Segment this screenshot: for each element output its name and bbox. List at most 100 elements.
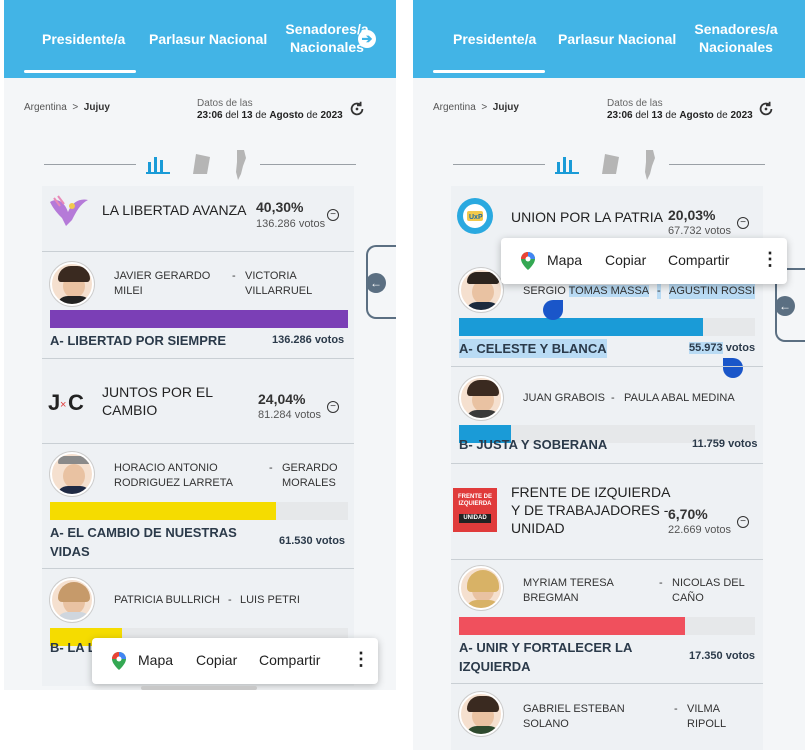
party-votes: 22.669 votos (668, 524, 731, 536)
tab-parlasur[interactable]: Parlasur Nacional (558, 31, 677, 47)
party-percentage: 6,70% (668, 506, 708, 522)
more-vert-icon[interactable]: ⋮ (761, 249, 779, 269)
breadcrumb-country[interactable]: Argentina (433, 102, 476, 113)
vote-bar-fill (459, 425, 511, 443)
vote-bar (459, 425, 755, 443)
tab-senadores[interactable]: Senadores/a Nacionales (282, 20, 372, 56)
dash: - (674, 703, 678, 715)
menu-compartir[interactable]: Compartir (668, 252, 730, 268)
breadcrumb-separator: > (481, 102, 488, 113)
divider (453, 164, 545, 165)
party-percentage: 20,03% (668, 207, 716, 223)
view-switcher (44, 150, 356, 180)
divider (451, 683, 763, 684)
maps-pin-icon (521, 252, 535, 270)
candidate-photo (459, 566, 503, 610)
more-vert-icon[interactable]: ⋮ (352, 649, 370, 669)
list-votes: 17.350 votos (689, 650, 756, 662)
collapse-icon[interactable]: − (737, 516, 749, 528)
arrow-right-icon[interactable]: ➔ (358, 30, 376, 48)
party-votes: 81.284 votos (258, 409, 321, 421)
tab-presidente[interactable]: Presidente/a (453, 31, 537, 47)
candidate-president: SERGIO TOMAS MASSA (523, 285, 650, 297)
party-percentage: 24,04% (258, 391, 306, 407)
divider (260, 164, 356, 165)
active-tab-indicator (24, 70, 136, 73)
active-tab-indicator (433, 70, 545, 73)
menu-copiar[interactable]: Copiar (605, 252, 647, 268)
list-name: A- CELESTE Y BLANCA (459, 339, 607, 358)
tab-senadores[interactable]: Senadores/a Nacionales (691, 20, 781, 56)
menu-copiar[interactable]: Copiar (196, 652, 238, 668)
candidate-president: JAVIER GERARDO MILEI (114, 270, 211, 297)
vote-bar (459, 617, 755, 635)
candidate-photo (50, 262, 94, 306)
collapse-icon[interactable]: − (737, 217, 749, 229)
divider (42, 443, 354, 444)
candidate-president: JUAN GRABOIS (523, 392, 605, 404)
collapse-icon[interactable]: − (327, 209, 339, 221)
arrow-left-icon[interactable]: ← (775, 296, 795, 316)
ballot-box-icon[interactable] (190, 152, 216, 174)
tab-senadores-line2: Nacionales (290, 39, 364, 55)
menu-compartir[interactable]: Compartir (259, 652, 321, 668)
side-panel-tab[interactable]: ← (366, 245, 396, 319)
divider (669, 164, 765, 165)
tab-senadores-line1: Senadores/a (694, 21, 778, 37)
candidate-photo (50, 452, 94, 496)
refresh-icon[interactable] (757, 100, 775, 118)
list-votes: 136.286 votos (272, 334, 345, 346)
candidate-photo (50, 578, 94, 622)
ballot-box-icon[interactable] (599, 152, 625, 174)
dash: - (269, 462, 273, 474)
dash: - (659, 577, 663, 589)
bar-chart-icon[interactable] (555, 154, 579, 174)
menu-mapa[interactable]: Mapa (138, 652, 174, 668)
party-votes: 136.286 votos (256, 218, 326, 230)
list-name: A- EL CAMBIO DE NUESTRAS VIDAS (50, 525, 237, 559)
selection-handle-end[interactable] (723, 358, 743, 378)
candidate-vice: NICOLAS DEL CAÑO (672, 577, 745, 604)
selection-handle-start[interactable] (543, 300, 563, 320)
lla-logo-icon (50, 195, 88, 226)
arrow-left-icon[interactable]: ← (366, 273, 386, 293)
party-name: FRENTE DE IZQUIERDA Y DE TRABAJADORES - UN… (511, 484, 671, 536)
left-screenshot: Presidente/a Parlasur Nacional Senadores… (4, 0, 396, 690)
list-votes: 61.530 votos (279, 535, 346, 547)
candidate-photo (459, 692, 503, 736)
svg-text:×: × (60, 399, 66, 411)
bar-chart-icon[interactable] (146, 154, 170, 174)
vote-bar-fill (459, 318, 703, 336)
candidate-vice: VILMA RIPOLL (687, 703, 727, 730)
breadcrumb-country[interactable]: Argentina (24, 102, 67, 113)
vote-bar-fill (50, 502, 276, 520)
menu-mapa[interactable]: Mapa (547, 252, 583, 268)
candidate-president: HORACIO ANTONIO RODRIGUEZ LARRETA (114, 462, 233, 489)
map-argentina-icon[interactable] (641, 150, 657, 180)
divider (42, 358, 354, 359)
home-indicator (141, 686, 257, 690)
tab-bar: Presidente/a Parlasur Nacional Senadores… (413, 0, 805, 78)
candidate-vice: GERARDO MORALES (282, 462, 338, 489)
data-timestamp: Datos de las 23:06 del 13 de Agosto de 2… (607, 98, 753, 122)
vote-bar (50, 502, 348, 520)
breadcrumb-province: Jujuy (83, 102, 110, 113)
tab-parlasur[interactable]: Parlasur Nacional (149, 31, 268, 47)
divider (451, 366, 763, 367)
vote-bar-fill (459, 617, 685, 635)
refresh-icon[interactable] (348, 100, 366, 118)
tab-presidente[interactable]: Presidente/a (42, 31, 126, 47)
party-votes: 67.732 votos (668, 225, 731, 237)
fit-logo-icon: FRENTE DE IZQUIERDA UNIDAD (453, 488, 497, 532)
breadcrumb: Argentina > Jujuy (433, 102, 519, 113)
divider (451, 559, 763, 560)
candidate-photo (459, 376, 503, 420)
view-switcher (453, 150, 765, 180)
datos-datetime: 23:06 del 13 de Agosto de 2023 (197, 110, 343, 121)
maps-pin-icon (112, 652, 126, 670)
map-argentina-icon[interactable] (232, 150, 248, 180)
collapse-icon[interactable]: − (327, 401, 339, 413)
uxp-logo-icon: UxP (457, 198, 493, 234)
context-menu: Mapa Copiar Compartir ⋮ (501, 238, 787, 284)
svg-text:J: J (48, 390, 60, 415)
